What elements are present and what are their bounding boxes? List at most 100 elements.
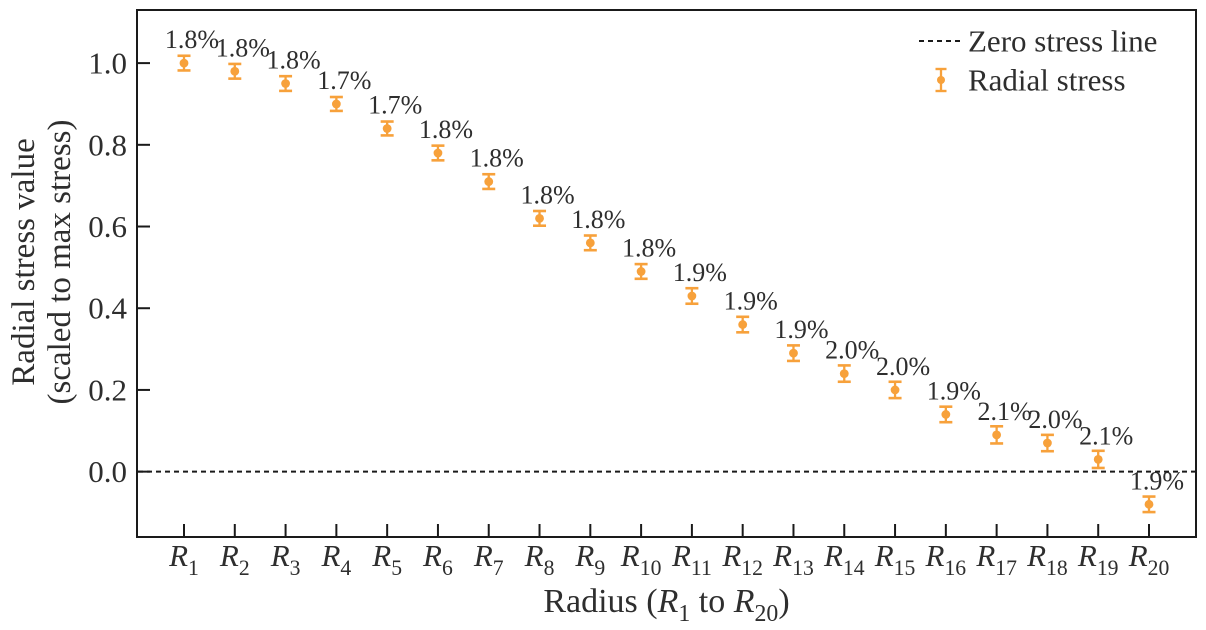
point-annotation: 2.0% [825,336,879,365]
point-annotation: 1.7% [317,66,371,95]
y-axis: 0.0 0.2 0.4 0.6 0.8 1.0 [88,46,150,489]
error-bar-point: 1.8% [571,205,625,252]
error-bar-point: 2.0% [876,352,930,400]
x-tick-label: R18 [1026,538,1068,580]
x-tick-label: R16 [925,538,967,580]
error-bar-point: 1.9% [774,315,829,363]
point-annotation: 1.9% [724,287,778,316]
error-bar-point: 2.1% [1079,421,1133,470]
point-annotation: 1.8% [165,25,219,54]
x-tick-label: R20 [1128,538,1170,580]
y-tick-label: 0.8 [88,127,127,162]
x-tick-label: R8 [524,538,555,580]
x-tick-label: R3 [270,538,301,580]
point-marker [789,348,798,358]
point-annotation: 1.8% [470,144,524,173]
point-marker [839,369,849,378]
y-axis-title: Radial stress value [6,138,42,385]
point-annotation: 1.9% [774,315,828,344]
error-bar-point: 2.0% [1028,405,1083,453]
y-tick-label: 0.4 [88,291,127,326]
x-tick-label: R4 [320,538,351,580]
point-marker [636,267,646,276]
x-tick-label: R19 [1077,538,1119,580]
legend-errorbar-marker [937,76,945,84]
point-annotation: 1.8% [520,180,574,209]
x-tick-label: R2 [219,538,250,580]
point-annotation: 1.8% [419,115,473,144]
point-annotation: 1.9% [927,376,981,405]
point-marker [1043,438,1052,448]
point-annotation: 1.7% [368,90,422,119]
point-marker [738,320,748,329]
x-tick-label: R11 [671,538,712,580]
y-tick-label: 1.0 [88,46,127,81]
x-tick-label: R5 [371,538,402,580]
point-annotation: 1.9% [673,258,727,287]
point-marker [941,410,951,419]
error-bar-point: 1.9% [673,258,727,306]
point-marker [687,291,697,301]
error-bar-point: 1.8% [216,33,270,80]
point-annotation: 1.8% [622,233,676,262]
point-marker [535,213,544,223]
error-bar-point: 1.9% [724,287,778,334]
point-annotation: 2.1% [978,397,1032,426]
point-marker [331,99,341,109]
x-axis: R1 R2 R3 R4 R5 R6 R7 R8 R9 R10 R11 R12 R13 R14 R15 R16 R… [168,524,1169,580]
x-tick-label: R9 [574,538,605,580]
error-bar-point: 1.9% [1130,466,1184,514]
legend-label: Radial stress [968,63,1126,98]
error-bar-point: 2.0% [825,336,879,384]
point-annotation: 1.8% [266,46,320,75]
point-annotation: 2.1% [1079,421,1133,450]
x-tick-label: R12 [721,538,763,580]
plot-frame [136,9,1197,538]
y-tick-label: 0.0 [88,454,127,489]
x-tick-label: R7 [473,538,504,580]
x-axis-title: Radius (R1 to R20) [543,583,789,627]
legend: Zero stress line Radial stress [919,24,1157,98]
x-tick-label: R17 [975,538,1017,580]
error-bar-point: 1.7% [317,66,371,113]
point-marker [484,177,494,186]
x-tick-label: R13 [772,538,814,580]
point-annotation: 2.0% [1028,405,1082,434]
error-bar-point: 1.8% [165,25,219,72]
point-marker [230,66,240,76]
point-annotation: 1.8% [571,205,625,234]
legend-label: Zero stress line [968,24,1157,59]
error-bar-point: 1.8% [520,180,575,228]
point-marker [281,79,290,88]
error-bar-point: 1.8% [470,144,524,191]
point-marker [382,124,392,133]
point-marker [1093,454,1103,464]
point-marker [1144,499,1154,509]
error-bar-point: 1.8% [266,46,321,93]
point-annotation: 1.8% [216,33,270,62]
error-bar-point: 1.8% [419,115,473,162]
point-marker [179,58,189,68]
y-tick-label: 0.6 [88,209,127,244]
point-annotation: 1.9% [1130,466,1184,495]
point-marker [433,148,443,158]
point-annotation: 2.0% [876,352,930,381]
x-tick-label: R15 [874,538,916,580]
error-bar-point: 1.7% [368,90,422,137]
point-marker [992,430,1002,440]
y-axis-title: (scaled to max stress) [42,120,78,405]
legend-entry: Zero stress line [919,24,1157,59]
error-bar-point: 1.9% [927,376,981,424]
error-bar-point: 1.8% [622,233,676,281]
x-tick-label: R10 [620,538,662,580]
error-bar-point: 2.1% [978,397,1032,445]
x-tick-label: R1 [168,538,199,580]
point-marker [585,238,595,248]
x-tick-label: R6 [422,538,453,580]
radial-stress-series: 1.8%1.8%1.8%1.7%1.7%1.8%1.8%1.8%1.8%1.8%… [165,25,1184,514]
legend-entry: Radial stress [935,63,1126,98]
x-tick-label: R14 [823,538,865,580]
